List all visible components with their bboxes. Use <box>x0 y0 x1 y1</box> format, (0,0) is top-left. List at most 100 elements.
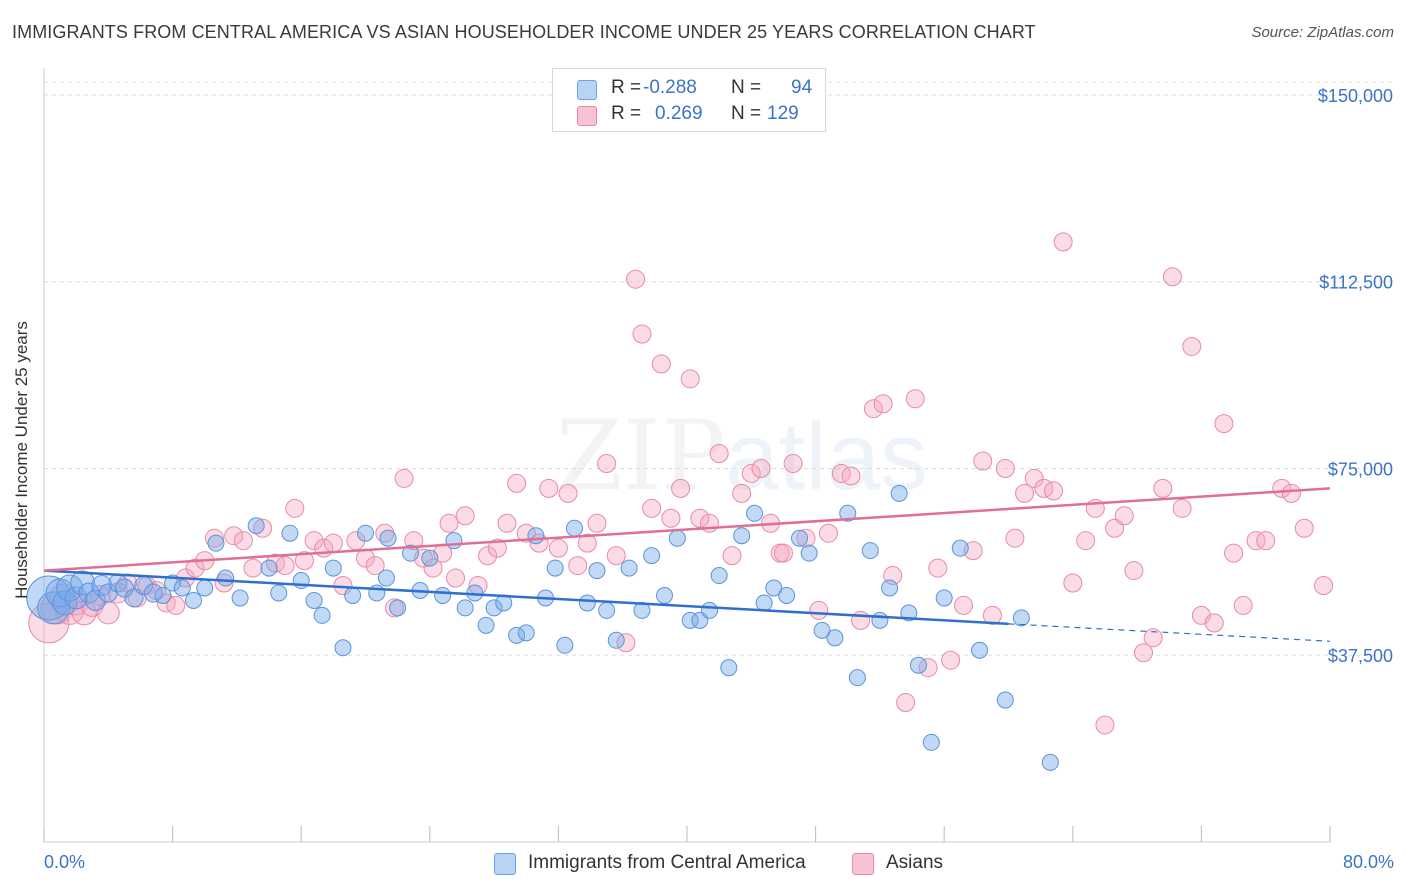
trend-line-central-america-extension <box>1008 623 1331 642</box>
data-points <box>26 232 1334 771</box>
point-asians <box>539 478 559 498</box>
point-asians <box>275 556 295 576</box>
bottom-legend-label: Asians <box>886 852 944 873</box>
point-central-america <box>881 579 899 597</box>
point-central-america <box>70 570 96 596</box>
chart-title: IMMIGRANTS FROM CENTRAL AMERICA VS ASIAN… <box>12 22 1036 42</box>
point-central-america <box>971 641 989 659</box>
point-central-america <box>377 569 395 587</box>
point-central-america <box>324 559 342 577</box>
point-asians <box>1314 576 1334 596</box>
point-central-america <box>52 590 78 616</box>
trend-lines <box>43 487 1331 642</box>
point-asians <box>1294 518 1314 538</box>
point-asians <box>873 394 893 414</box>
point-central-america <box>305 591 323 609</box>
point-asians <box>863 399 883 419</box>
point-asians <box>995 458 1015 478</box>
point-asians <box>384 598 404 618</box>
point-asians <box>1114 506 1134 526</box>
y-tick-labels: $37,500 $75,000 $112,500 $150,000 <box>1318 86 1393 666</box>
point-asians <box>478 546 498 566</box>
legend: R = -0.288 N = 94 R = 0.269 N = 129 <box>552 68 826 132</box>
point-asians <box>1162 267 1182 287</box>
bottom-legend-swatch-asians <box>852 853 874 875</box>
point-central-america <box>826 629 844 647</box>
point-asians <box>224 526 244 546</box>
point-central-america <box>445 532 463 550</box>
point-central-america <box>861 542 879 560</box>
y-tick-label: $37,500 <box>1328 646 1393 666</box>
trend-line-asians <box>43 487 1331 572</box>
point-asians <box>1076 531 1096 551</box>
y-axis-label: Householder Income Under 25 years <box>12 321 31 599</box>
point-asians <box>709 444 729 464</box>
point-asians <box>1233 595 1253 615</box>
point-asians <box>204 528 224 548</box>
point-central-america <box>196 579 214 597</box>
point-central-america <box>402 544 420 562</box>
point-asians <box>1172 498 1192 518</box>
point-central-america <box>620 559 638 577</box>
point-asians <box>896 693 916 713</box>
point-asians <box>1256 531 1276 551</box>
point-central-america <box>56 574 84 602</box>
legend-n-label: N = <box>731 77 762 98</box>
point-asians <box>851 610 871 630</box>
point-asians <box>233 531 253 551</box>
point-asians <box>796 528 816 548</box>
point-asians <box>1204 613 1224 633</box>
point-asians <box>963 541 983 561</box>
point-asians <box>722 546 742 566</box>
point-central-america <box>368 584 386 602</box>
point-central-america <box>996 691 1014 709</box>
point-central-america <box>1041 753 1059 771</box>
legend-r-label: R = <box>611 77 642 98</box>
point-asians <box>439 513 459 533</box>
point-central-america <box>909 656 927 674</box>
point-central-america <box>546 559 564 577</box>
point-asians <box>690 508 710 528</box>
point-asians <box>616 633 636 653</box>
point-asians <box>818 523 838 543</box>
point-asians <box>680 369 700 389</box>
point-central-america <box>701 601 719 619</box>
point-central-america <box>935 589 953 607</box>
point-central-america <box>951 539 969 557</box>
point-central-america <box>477 616 495 634</box>
point-asians <box>905 389 925 409</box>
point-asians <box>1015 483 1035 503</box>
trend-line-central-america <box>43 569 1009 626</box>
point-asians <box>294 551 314 571</box>
point-asians <box>1044 481 1064 501</box>
point-asians <box>1214 414 1234 434</box>
point-asians <box>1134 643 1154 663</box>
point-asians <box>323 533 343 553</box>
legend-r-label: R = <box>611 103 642 124</box>
point-central-america <box>655 586 673 604</box>
point-central-america <box>313 606 331 624</box>
point-asians <box>1095 715 1115 735</box>
point-central-america <box>607 631 625 649</box>
point-central-america <box>270 584 288 602</box>
point-asians <box>741 463 761 483</box>
point-asians <box>982 605 1002 625</box>
point-asians <box>751 458 771 478</box>
x-tick-max: 80.0% <box>1342 852 1394 872</box>
point-asians <box>1182 336 1202 356</box>
point-asians <box>497 513 517 533</box>
point-central-america <box>922 733 940 751</box>
point-asians <box>1153 478 1173 498</box>
point-central-america <box>154 586 172 604</box>
point-asians <box>455 506 475 526</box>
y-tick-label: $112,500 <box>1319 273 1393 293</box>
watermark-atlas: atlas <box>725 403 928 510</box>
point-central-america <box>598 601 616 619</box>
point-central-america <box>871 611 889 629</box>
point-asians <box>253 518 273 538</box>
point-central-america <box>517 624 535 642</box>
point-central-america <box>143 583 163 603</box>
point-asians <box>558 483 578 503</box>
point-asians <box>1024 468 1044 488</box>
